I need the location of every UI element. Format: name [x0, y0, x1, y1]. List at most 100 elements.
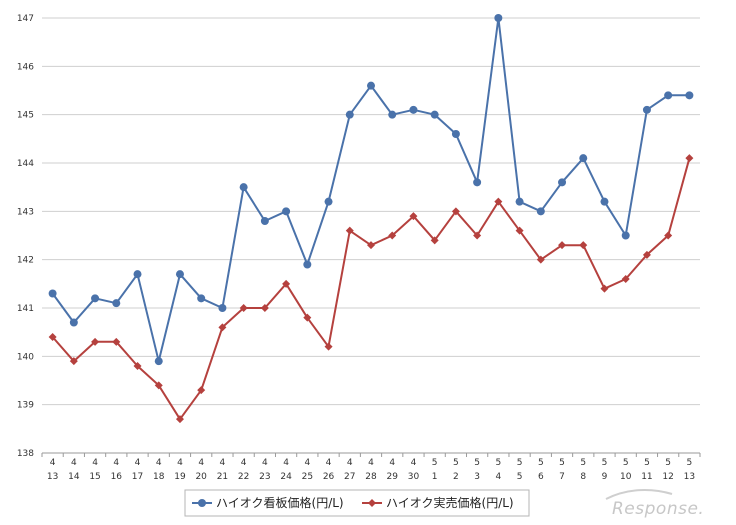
point-s0-4 [133, 270, 142, 279]
x-tick-day-5: 18 [153, 472, 165, 482]
x-tick-month-27: 5 [623, 458, 629, 468]
x-tick-month-21: 5 [495, 458, 501, 468]
point-s1-17 [409, 212, 418, 221]
x-tick-month-15: 4 [368, 458, 374, 468]
point-s0-16 [388, 110, 397, 119]
point-s0-2 [91, 294, 100, 303]
x-tick-day-14: 27 [344, 472, 355, 482]
x-tick-month-23: 5 [538, 458, 544, 468]
x-tick-day-17: 30 [408, 472, 420, 482]
point-s0-11 [282, 207, 291, 216]
point-s0-14 [345, 110, 354, 119]
y-tick-label-6: 141 [17, 304, 34, 314]
y-tick-label-5: 142 [17, 256, 34, 266]
point-s0-26 [600, 197, 609, 206]
x-tick-day-20: 3 [474, 472, 480, 482]
x-tick-day-30: 13 [684, 472, 695, 482]
series-line-0 [51, 17, 690, 363]
legend-marker-0 [198, 499, 206, 507]
gridlines [42, 17, 700, 454]
point-s1-25 [579, 241, 588, 250]
x-tick-month-30: 5 [687, 458, 693, 468]
y-tick-label-9: 138 [17, 449, 34, 459]
point-s1-22 [515, 226, 524, 235]
x-tick-day-1: 14 [68, 472, 80, 482]
point-s0-23 [536, 207, 545, 216]
x-tick-day-24: 7 [559, 472, 565, 482]
point-s0-27 [621, 231, 630, 240]
legend-item-0: ハイオク看板価格(円/L) [192, 495, 344, 510]
x-tick-month-18: 5 [432, 458, 438, 468]
point-s0-10 [260, 217, 269, 225]
x-tick-day-8: 21 [217, 472, 228, 482]
point-s1-3 [112, 337, 121, 346]
y-tick-label-0: 147 [17, 14, 34, 24]
watermark-text: Response. [612, 499, 704, 519]
point-s1-1 [69, 357, 78, 366]
point-s0-12 [303, 260, 312, 269]
point-s1-9 [239, 304, 248, 312]
series-layer [48, 14, 694, 424]
legend: ハイオク看板価格(円/L) ハイオク実売価格(円/L) [184, 489, 530, 517]
point-s1-19 [451, 207, 460, 216]
point-s1-15 [367, 241, 375, 250]
point-s0-24 [558, 178, 567, 187]
x-tick-month-2: 4 [92, 458, 98, 468]
point-s0-22 [515, 197, 524, 206]
x-tick-month-14: 4 [347, 458, 353, 468]
point-s1-26 [600, 284, 609, 293]
x-tick-day-15: 28 [365, 472, 377, 482]
point-s0-28 [642, 105, 651, 114]
x-tick-month-29: 5 [665, 458, 671, 468]
x-tick-day-13: 26 [323, 472, 335, 482]
x-tick-month-8: 4 [220, 458, 226, 468]
point-s1-6 [175, 415, 184, 424]
point-s0-3 [112, 299, 121, 308]
point-s1-0 [48, 333, 57, 341]
point-s0-21 [494, 14, 503, 22]
x-tick-month-20: 5 [474, 458, 480, 468]
y-axis-ticks: 147 146 145 144 143 142 141 140 139 138 [17, 14, 34, 459]
x-tick-day-29: 12 [662, 472, 673, 482]
point-s1-14 [345, 226, 354, 235]
x-tick-month-19: 5 [453, 458, 459, 468]
y-tick-label-8: 139 [17, 401, 34, 411]
x-tick-day-7: 20 [195, 472, 207, 482]
point-s1-20 [473, 231, 482, 240]
x-tick-month-13: 4 [326, 458, 332, 468]
x-tick-month-1: 4 [71, 458, 77, 468]
y-tick-label-7: 140 [17, 352, 34, 362]
x-tick-month-22: 5 [517, 458, 523, 468]
x-tick-day-6: 19 [174, 472, 186, 482]
legend-label-0: ハイオク看板価格(円/L) [216, 495, 344, 510]
point-s0-9 [239, 183, 248, 192]
point-s1-28 [642, 250, 651, 259]
x-tick-month-7: 4 [198, 458, 204, 468]
point-s1-24 [558, 241, 567, 250]
point-s0-6 [175, 270, 184, 279]
x-tick-month-12: 4 [304, 458, 310, 468]
x-tick-day-23: 6 [538, 472, 544, 482]
x-tick-day-10: 23 [259, 472, 270, 482]
point-s0-5 [154, 357, 163, 366]
x-tick-month-16: 4 [389, 458, 395, 468]
point-s0-20 [473, 178, 482, 187]
x-tick-day-28: 11 [641, 472, 652, 482]
x-tick-day-12: 25 [302, 472, 313, 482]
legend-box [184, 489, 530, 517]
x-tick-month-0: 4 [50, 458, 56, 468]
x-tick-day-0: 13 [47, 472, 58, 482]
x-tick-day-27: 10 [620, 472, 632, 482]
point-s0-17 [409, 105, 418, 114]
x-tick-day-2: 15 [89, 472, 100, 482]
legend-marker-1 [368, 499, 376, 507]
point-s1-8 [218, 323, 227, 332]
x-tick-month-4: 4 [135, 458, 141, 468]
point-s1-7 [197, 386, 206, 395]
x-tick-month-17: 4 [411, 458, 417, 468]
point-s0-29 [664, 91, 673, 100]
point-s1-13 [324, 342, 333, 351]
point-s1-16 [388, 231, 397, 240]
point-s1-23 [536, 255, 545, 264]
